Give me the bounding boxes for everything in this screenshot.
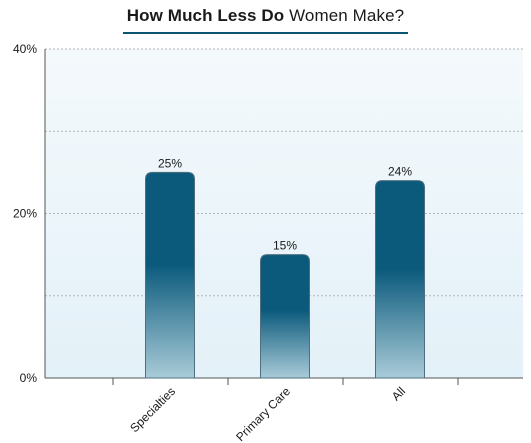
y-tick-label: 20% (13, 207, 37, 221)
bar-all (375, 180, 425, 379)
chart-title-bold: How Much Less Do (126, 6, 285, 25)
plot-area: 0% 20% 40% 25% Specialties 15% Primary Care 24%… (13, 42, 523, 443)
y-tick-label: 40% (13, 42, 37, 56)
chart-title-light: Women Make? (289, 6, 405, 25)
x-tick-label: Primary Care (233, 384, 293, 443)
y-tick-label: 0% (20, 371, 38, 385)
bar-specialties (145, 171, 195, 379)
data-label: 25% (158, 156, 182, 170)
chart-title: How Much Less Do Women Make? (0, 6, 531, 34)
x-tick-label: Specialties (127, 384, 178, 435)
chart-title-text: How Much Less Do Women Make? (122, 6, 409, 34)
x-tick-label: All (389, 384, 408, 403)
bar-primary-care (260, 254, 310, 379)
data-label: 24% (388, 165, 412, 179)
data-label: 15% (273, 239, 297, 253)
